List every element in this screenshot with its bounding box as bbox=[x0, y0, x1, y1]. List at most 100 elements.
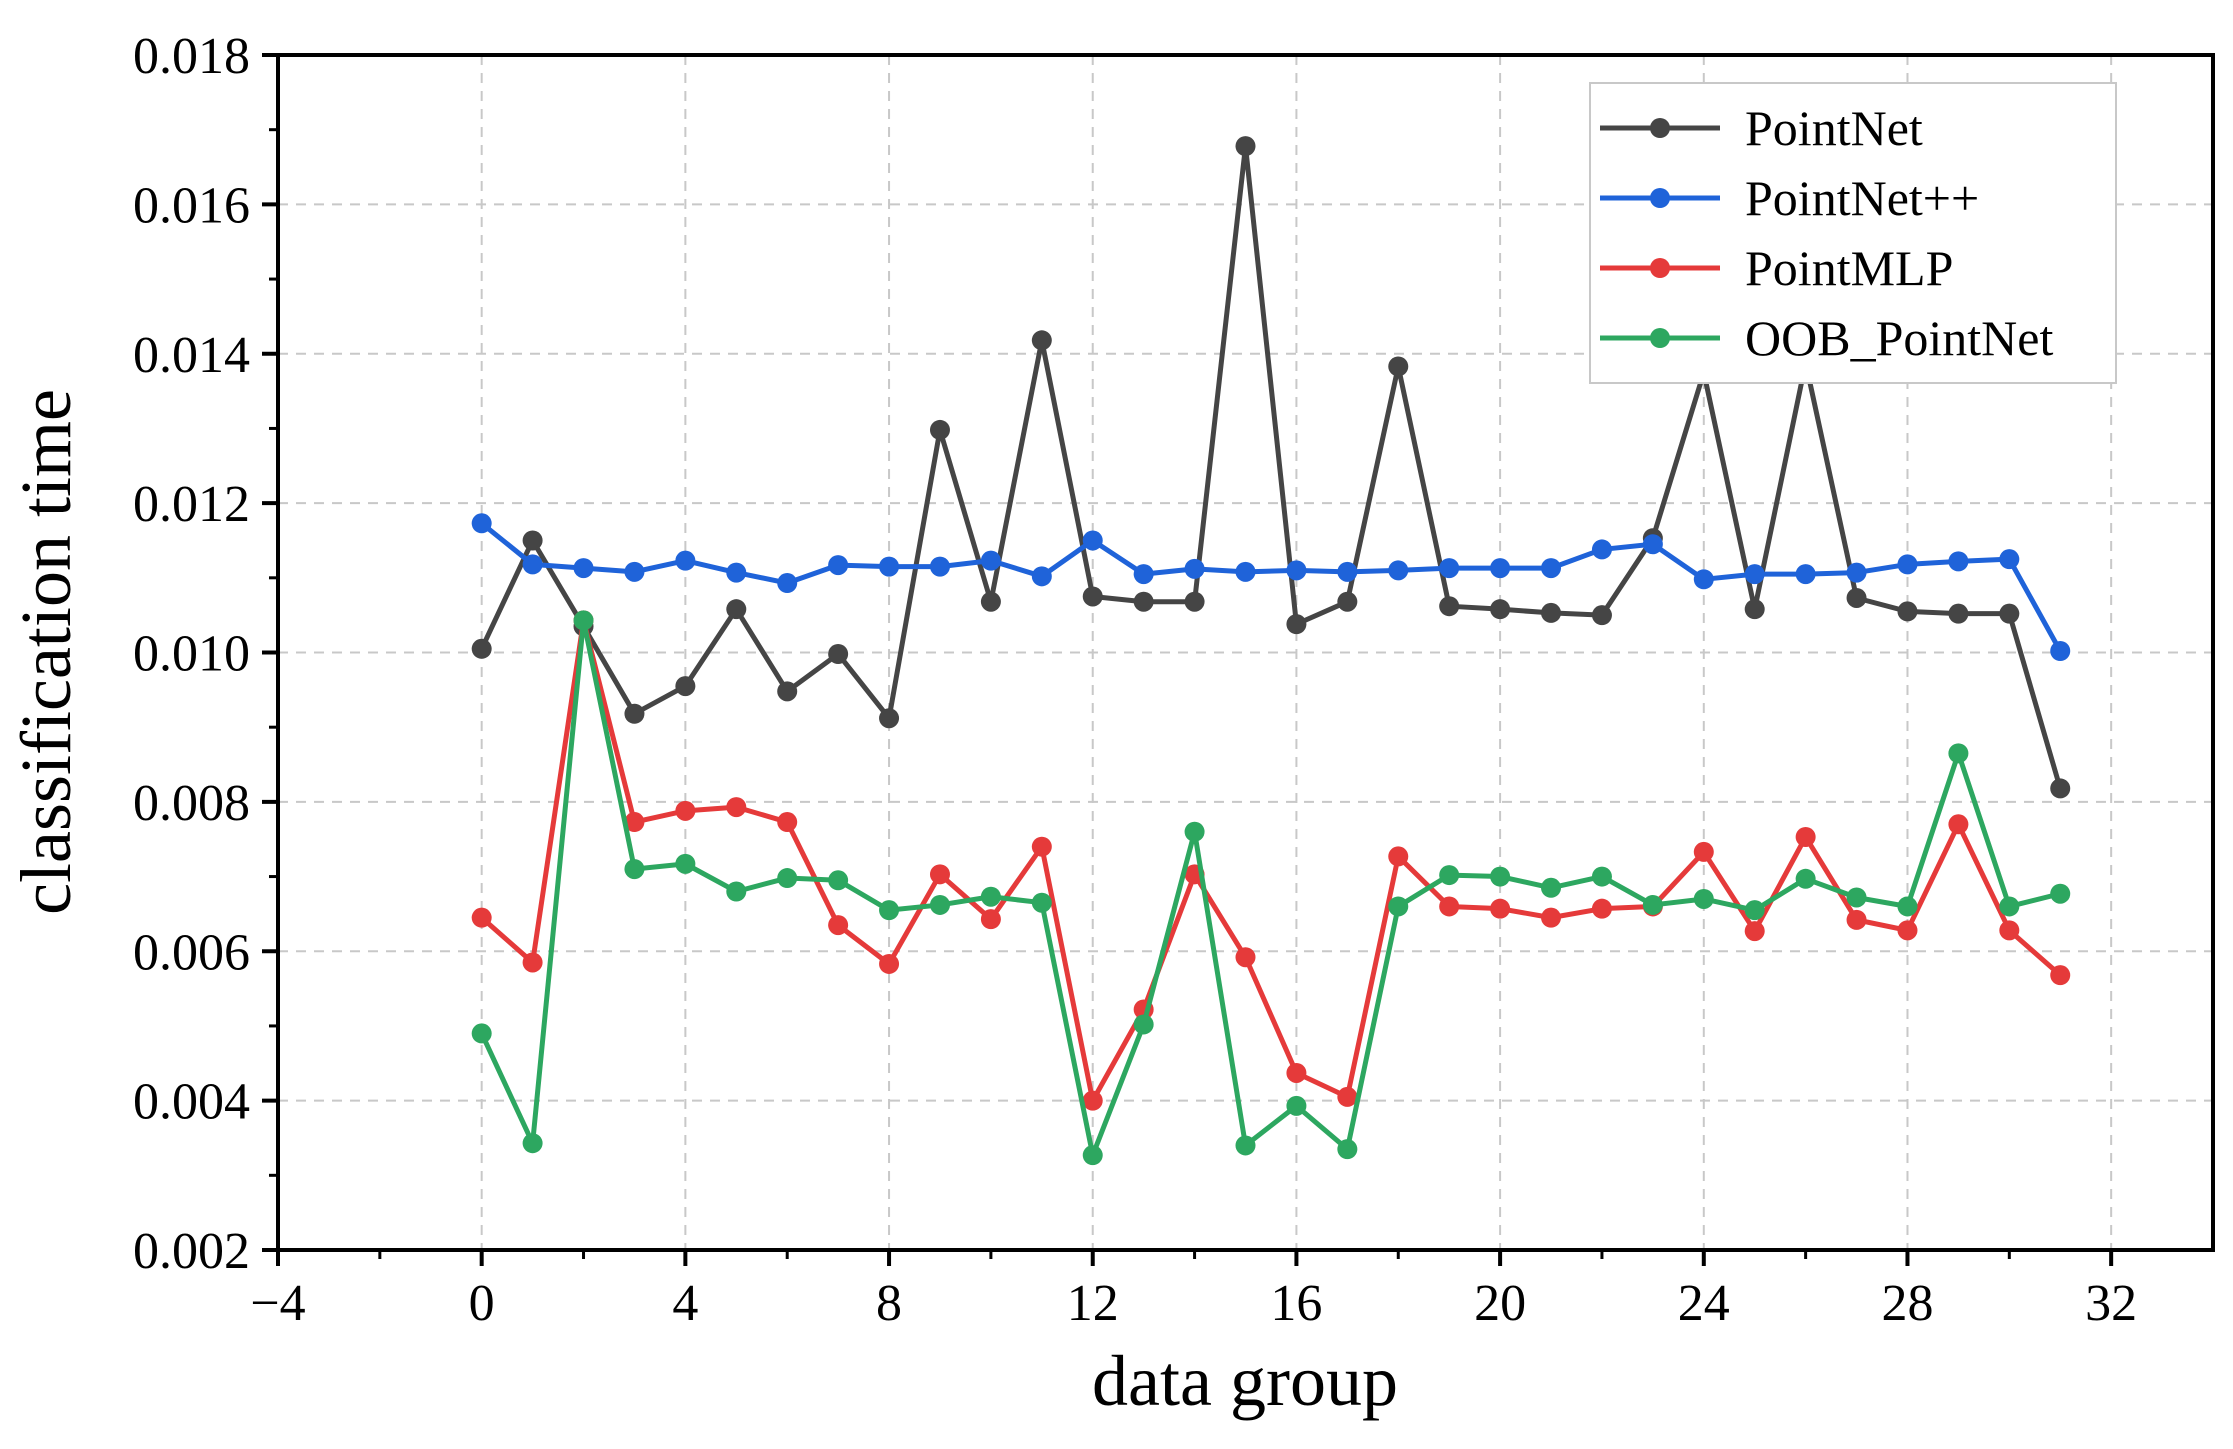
x-tick-label: 4 bbox=[672, 1275, 698, 1332]
data-point-oob-pointnet bbox=[1948, 743, 1969, 764]
data-point-pointnet bbox=[1082, 586, 1103, 607]
data-point-pointnet bbox=[1235, 136, 1256, 157]
data-point-pointnet bbox=[522, 554, 543, 575]
data-point-oob-pointnet bbox=[777, 868, 798, 889]
data-point-pointmlp bbox=[1693, 841, 1714, 862]
data-point-oob-pointnet bbox=[1591, 866, 1612, 887]
legend-label: PointNet bbox=[1745, 100, 1923, 156]
y-tick-label: 0.014 bbox=[133, 327, 250, 384]
data-point-pointnet bbox=[1999, 603, 2020, 624]
data-point-pointnet bbox=[2050, 778, 2071, 799]
data-point-oob-pointnet bbox=[471, 1023, 492, 1044]
data-point-pointnet bbox=[929, 556, 950, 577]
data-point-oob-pointnet bbox=[980, 886, 1001, 907]
data-point-pointnet bbox=[1795, 564, 1816, 585]
data-point-pointnet bbox=[726, 599, 747, 620]
data-point-pointmlp bbox=[980, 909, 1001, 930]
data-point-pointnet bbox=[1031, 566, 1052, 587]
data-point-pointnet bbox=[879, 556, 900, 577]
legend-box bbox=[1589, 82, 2117, 384]
data-point-pointmlp bbox=[1286, 1062, 1307, 1083]
data-point-pointnet bbox=[624, 703, 645, 724]
data-point-pointmlp bbox=[1082, 1090, 1103, 1111]
data-point-pointnet bbox=[1388, 560, 1409, 581]
y-tick-label: 0.002 bbox=[133, 1223, 250, 1280]
data-point-pointnet bbox=[1591, 605, 1612, 626]
y-tick-label: 0.008 bbox=[133, 775, 250, 832]
data-point-pointnet bbox=[1541, 602, 1562, 623]
series-line-oob-pointnet bbox=[479, 617, 2061, 1158]
data-point-oob-pointnet bbox=[1795, 868, 1816, 889]
legend-swatch-marker bbox=[1650, 118, 1670, 138]
data-point-pointnet bbox=[1133, 564, 1154, 585]
data-point-pointnet bbox=[828, 555, 849, 576]
data-point-pointmlp bbox=[726, 797, 747, 818]
data-point-oob-pointnet bbox=[522, 1133, 543, 1154]
legend-label: PointNet++ bbox=[1745, 170, 1979, 226]
data-point-oob-pointnet bbox=[1082, 1145, 1103, 1166]
x-tick-label: 16 bbox=[1270, 1275, 1322, 1332]
data-point-pointnet bbox=[1439, 558, 1460, 579]
data-point-oob-pointnet bbox=[1133, 1014, 1154, 1035]
data-point-pointmlp bbox=[2050, 965, 2071, 986]
data-point-oob-pointnet bbox=[675, 853, 696, 874]
data-point-pointnet bbox=[777, 573, 798, 594]
data-point-pointnet bbox=[1591, 539, 1612, 560]
data-point-pointmlp bbox=[828, 915, 849, 936]
data-point-pointnet bbox=[624, 561, 645, 582]
data-point-pointmlp bbox=[879, 953, 900, 974]
x-tick-label: 8 bbox=[876, 1275, 902, 1332]
x-tick-label: 0 bbox=[469, 1275, 495, 1332]
data-point-pointmlp bbox=[1388, 846, 1409, 867]
data-point-oob-pointnet bbox=[1388, 896, 1409, 917]
y-tick-label: 0.006 bbox=[133, 924, 250, 981]
data-point-pointmlp bbox=[1744, 921, 1765, 942]
series-layer bbox=[471, 136, 2071, 1166]
x-tick-label: 24 bbox=[1678, 1275, 1730, 1332]
data-point-pointnet bbox=[1133, 591, 1154, 612]
legend-item-oob-pointnet: OOB_PointNet bbox=[1600, 310, 2053, 366]
data-point-pointnet bbox=[726, 562, 747, 583]
data-point-pointnet bbox=[1490, 599, 1511, 620]
data-point-oob-pointnet bbox=[726, 881, 747, 902]
data-point-oob-pointnet bbox=[1031, 892, 1052, 913]
data-point-oob-pointnet bbox=[1541, 877, 1562, 898]
data-point-pointnet bbox=[1286, 560, 1307, 581]
data-point-pointmlp bbox=[471, 907, 492, 928]
data-point-pointmlp bbox=[675, 800, 696, 821]
data-point-pointnet bbox=[675, 676, 696, 697]
data-point-pointnet bbox=[1948, 551, 1969, 572]
series-line-pointmlp bbox=[480, 617, 2062, 1104]
data-point-pointnet bbox=[1439, 596, 1460, 617]
y-tick-label: 0.016 bbox=[133, 177, 250, 234]
y-tick-label: 0.004 bbox=[133, 1074, 250, 1131]
axis-ticks: −4 0 4 8 12 16 20 24 28 32 0.002 0.004 0.006 0.008 0.0… bbox=[133, 28, 2137, 1332]
data-point-pointmlp bbox=[1948, 814, 1969, 835]
data-point-oob-pointnet bbox=[1286, 1095, 1307, 1116]
data-point-pointmlp bbox=[1541, 907, 1562, 928]
legend: PointNet PointNet++ PointMLP OOB_PointNet bbox=[1589, 82, 2117, 384]
x-tick-label: −4 bbox=[250, 1275, 305, 1332]
data-point-pointnet bbox=[980, 550, 1001, 571]
data-point-pointnet bbox=[1541, 558, 1562, 579]
legend-label: OOB_PointNet bbox=[1745, 310, 2053, 366]
data-point-pointnet bbox=[1337, 561, 1358, 582]
data-point-pointnet bbox=[675, 550, 696, 571]
legend-label: PointMLP bbox=[1745, 240, 1953, 296]
data-point-oob-pointnet bbox=[1999, 896, 2020, 917]
data-point-pointnet bbox=[1693, 569, 1714, 590]
x-axis-title: data group bbox=[1092, 1341, 1398, 1421]
data-point-pointmlp bbox=[624, 812, 645, 833]
data-point-pointnet bbox=[1744, 599, 1765, 620]
data-point-oob-pointnet bbox=[879, 900, 900, 921]
data-point-pointnet bbox=[522, 530, 543, 551]
x-tick-label: 12 bbox=[1067, 1275, 1119, 1332]
series-pointmlp bbox=[471, 610, 2071, 1111]
data-point-pointnet bbox=[471, 513, 492, 534]
data-point-pointnet bbox=[1490, 558, 1511, 579]
data-point-oob-pointnet bbox=[1439, 865, 1460, 886]
data-point-pointmlp bbox=[1490, 898, 1511, 919]
data-point-pointnet bbox=[1235, 561, 1256, 582]
data-point-pointnet bbox=[1642, 534, 1663, 555]
data-point-pointnet bbox=[879, 708, 900, 729]
